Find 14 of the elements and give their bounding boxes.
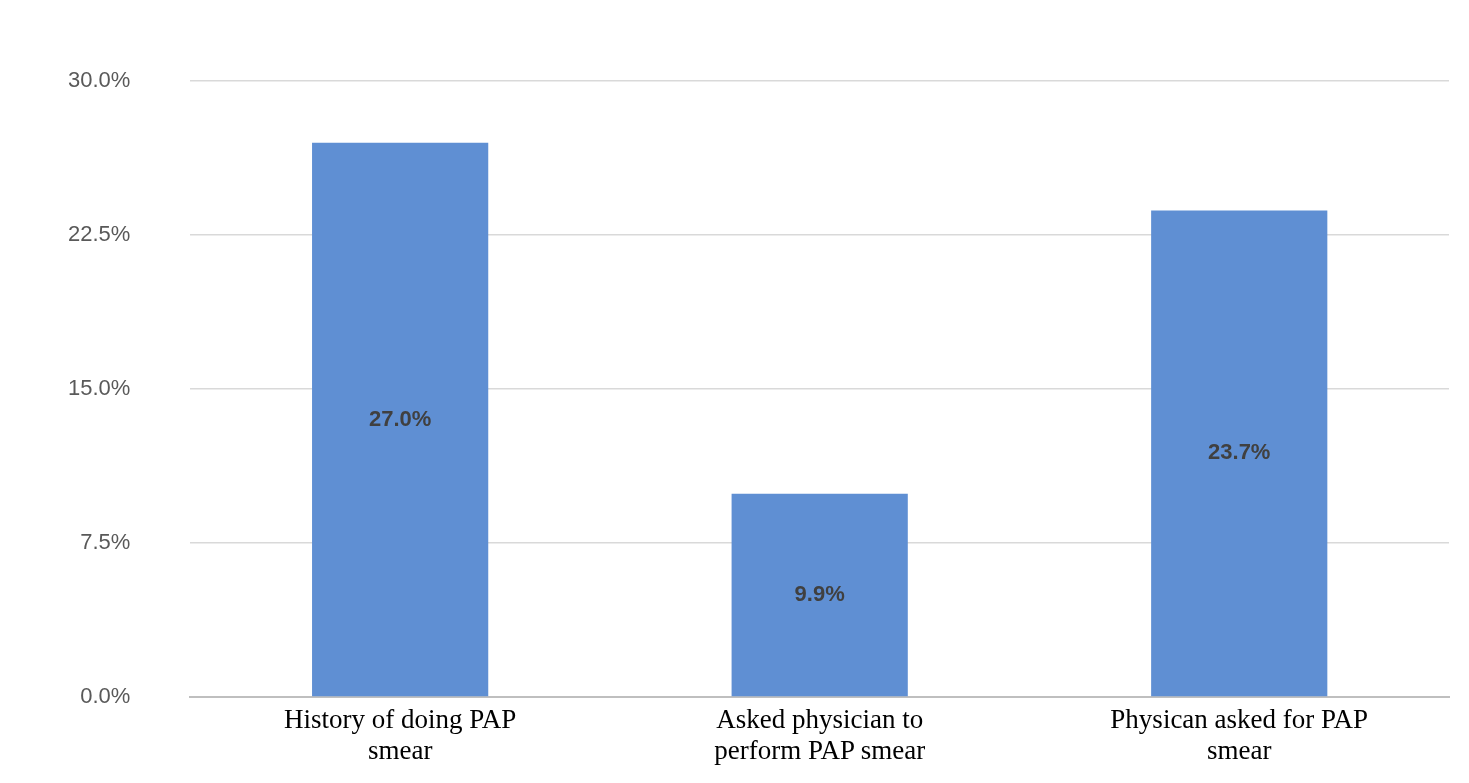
data-label: 27.0% [368,405,432,431]
y-tick-label: 7.5% [80,529,131,555]
data-label: 23.7% [1208,439,1271,465]
y-tick-label: 15.0% [67,375,131,401]
bar [731,493,908,697]
y-tick-label: 22.5% [67,221,131,247]
data-label: 9.9% [794,581,845,606]
y-tick-label: 30.0% [67,67,131,93]
bar [1151,210,1328,697]
bar [312,142,489,697]
y-tick-label: 0.0% [80,682,131,708]
x-tick-label: Physican asked for PAP smear [1110,703,1369,765]
x-tick-label: History of doing PAP smear [284,703,517,765]
x-tick-label: Asked physician to perform PAP smear [714,703,926,765]
